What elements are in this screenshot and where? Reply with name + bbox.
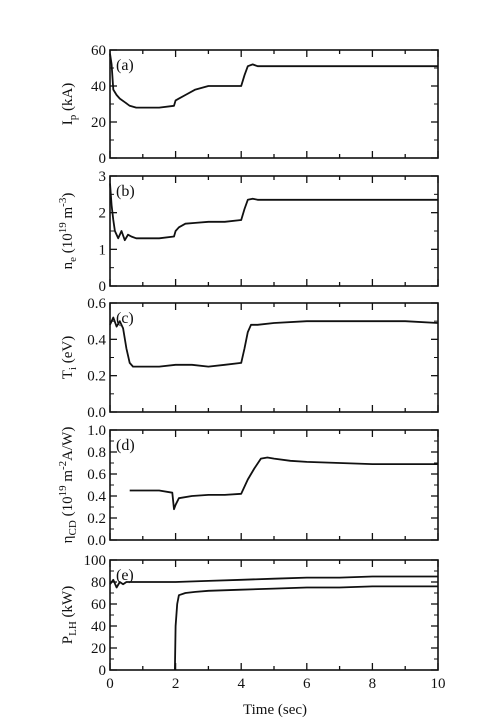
y-tick-label: 1.0 (87, 423, 106, 439)
series-line-1 (109, 183, 438, 242)
y-tick-label: 0.0 (87, 405, 106, 421)
y-tick-label: 100 (84, 553, 107, 569)
y-tick-label: 0.2 (87, 511, 106, 527)
y-tick-label: 60 (91, 43, 106, 59)
series-line-1 (109, 316, 439, 368)
y-tick-label: 0 (99, 279, 107, 295)
y-axis-label: Ip (kA) (60, 83, 79, 126)
panel-1: 0 20 40 60 (a) Ip (kA) (60, 43, 439, 167)
y-tick-label: 0.6 (87, 467, 106, 483)
y-tick-label: 0.6 (87, 296, 106, 312)
y-tick-label: 40 (91, 79, 106, 95)
panel-4: 0.0 0.2 0.4 0.6 0.8 1.0 (d) ηCD (1019 m-2A/W) (57, 423, 439, 549)
panel-2: 0 1 2 3 (b) ne (1019 m-3) (57, 169, 439, 295)
panel-label: (d) (116, 437, 135, 454)
y-tick-label: 80 (91, 575, 106, 591)
y-tick-label: 20 (91, 641, 106, 657)
series-line-1 (109, 53, 438, 109)
x-tick-label: 4 (237, 676, 245, 692)
y-tick-label: 0.8 (87, 445, 106, 461)
series-line-1 (109, 575, 438, 589)
y-tick-label: 0.4 (87, 332, 106, 348)
y-tick-label: 0 (99, 663, 107, 679)
series-line-2 (174, 585, 438, 671)
x-tick-label: 0 (106, 676, 114, 692)
y-tick-label: 20 (91, 115, 106, 131)
x-tick-label: 6 (303, 676, 311, 692)
y-tick-label: 60 (91, 597, 106, 613)
y-axis-label: ne (1019 m-3) (57, 193, 79, 270)
panel-3: 0.00.20.40.6(c)Ti (eV) (60, 296, 439, 421)
series-line-1 (129, 456, 438, 511)
y-tick-label: 2 (99, 206, 107, 222)
panel-label: (a) (116, 57, 134, 74)
y-axis-label: Ti (eV) (60, 336, 79, 379)
y-tick-label: 1 (99, 242, 107, 258)
panel-5: 0 20 40 60 80 100 0 2 4 6 8 10 (e) PLH (kW) (60, 553, 446, 692)
x-tick-label: 2 (172, 676, 180, 692)
y-tick-label: 0.2 (87, 369, 106, 385)
panel-label: (b) (116, 183, 135, 200)
plot-frame (109, 302, 439, 413)
panel-label: (e) (116, 567, 134, 584)
y-tick-label: 40 (91, 619, 106, 635)
x-axis-label: Time (sec) (243, 702, 307, 718)
y-axis-label: ηCD (1019 m-2A/W) (57, 427, 79, 544)
plot-frame (109, 175, 439, 287)
y-tick-label: 3 (99, 169, 107, 185)
x-tick-label: 10 (431, 676, 446, 692)
x-tick-label: 8 (369, 676, 377, 692)
y-axis-label: PLH (kW) (60, 586, 79, 644)
y-tick-label: 0 (99, 151, 107, 167)
plot-frame (109, 429, 439, 541)
y-tick-label: 0.0 (87, 533, 106, 549)
y-tick-label: 0.4 (87, 489, 106, 505)
